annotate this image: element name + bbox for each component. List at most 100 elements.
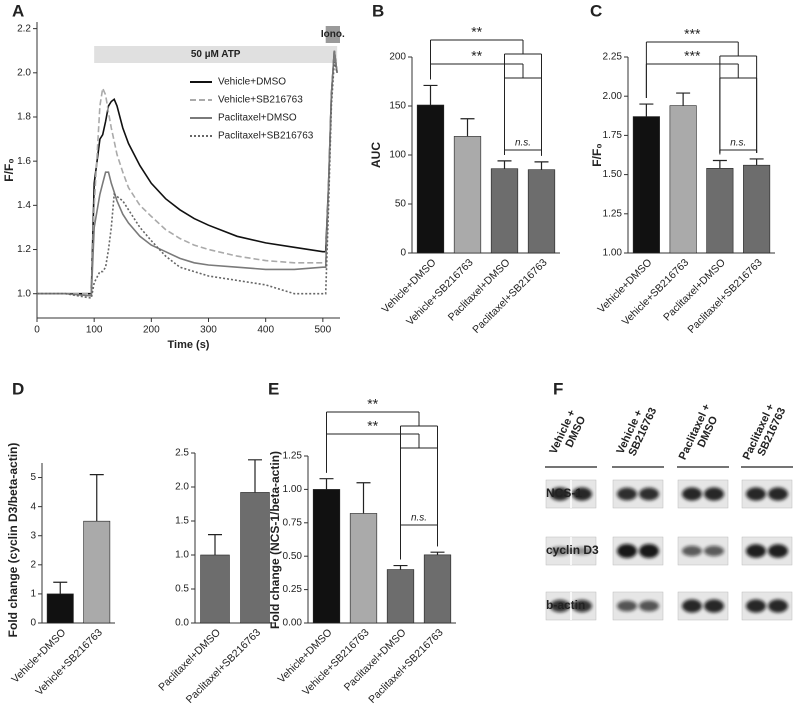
x-tick-label: Vehicle+SB216763	[300, 626, 372, 698]
blot-band	[746, 544, 766, 558]
bar	[453, 136, 482, 254]
significance-bracket	[719, 149, 758, 155]
legend-label: Paclitaxel+DMSO	[218, 113, 297, 124]
series-line	[37, 50, 338, 295]
bar	[743, 164, 771, 254]
blot-band	[639, 600, 659, 612]
y-tick-label: 3	[30, 530, 36, 541]
y-tick-label: 1.25	[283, 451, 303, 462]
panel-label: B	[372, 1, 384, 20]
y-axis-label: AUC	[369, 142, 383, 168]
bar	[706, 168, 734, 254]
error-bar	[208, 534, 222, 555]
y-tick-label: 2	[30, 559, 36, 570]
series-line	[37, 50, 338, 295]
y-tick-label: 200	[389, 52, 406, 63]
blot-band	[617, 544, 637, 558]
blot-band	[746, 487, 766, 501]
x-tick-label: 0	[34, 325, 40, 336]
panel-label: F	[553, 379, 563, 398]
panel-label: D	[12, 379, 24, 398]
y-tick-label: 1.5	[175, 516, 189, 527]
y-tick-label: 0.75	[283, 517, 303, 528]
significance-bracket	[645, 41, 758, 153]
y-tick-label: 2.5	[175, 448, 189, 459]
row-label: cyclin D3	[546, 543, 599, 557]
x-axis-label: Time (s)	[168, 339, 210, 351]
blot-band	[550, 599, 570, 613]
y-tick-label: 0.00	[283, 618, 303, 629]
x-tick-label: Vehicle+SB216763	[33, 626, 105, 698]
x-tick-label: 400	[257, 325, 274, 336]
y-tick-label: 1.0	[17, 288, 31, 299]
blot-band	[639, 544, 659, 558]
bar	[416, 104, 445, 254]
bar	[527, 169, 556, 254]
blot-band	[746, 599, 766, 613]
y-tick-label: 1.00	[603, 248, 623, 259]
significance-bracket	[326, 433, 438, 547]
blot-band	[617, 487, 637, 501]
y-tick-label: 0.25	[283, 584, 303, 595]
y-tick-label: 1.4	[17, 200, 31, 211]
x-tick-label: 300	[200, 325, 217, 336]
blot-band	[682, 487, 702, 501]
y-tick-label: 1.6	[17, 156, 31, 167]
stimulus-bar	[325, 26, 340, 43]
panel-label: E	[268, 379, 279, 398]
y-tick-label: 1.2	[17, 244, 31, 255]
error-bar	[319, 478, 334, 490]
x-tick-label: Vehicle+SB216763	[620, 256, 692, 328]
bar	[386, 569, 415, 624]
error-bar	[430, 551, 445, 555]
blot-band	[572, 547, 592, 555]
y-tick-label: 0.50	[283, 551, 303, 562]
y-tick-label: 150	[389, 101, 406, 112]
y-tick-label: 2.2	[17, 23, 31, 34]
bar	[240, 492, 270, 624]
y-axis-label: F/F₀	[590, 143, 604, 166]
y-tick-label: 1.0	[175, 550, 189, 561]
stimulus-bar	[94, 46, 338, 63]
bar	[312, 489, 341, 624]
row-label: b-actin	[546, 598, 585, 612]
y-tick-label: 5	[30, 472, 36, 483]
blot-band	[768, 544, 788, 558]
x-tick-label: Paclitaxel+SB216763	[366, 626, 445, 705]
bar	[632, 116, 660, 254]
significance-label: ***	[684, 48, 701, 64]
series-line	[37, 61, 338, 300]
bar	[83, 520, 111, 624]
legend-label: Vehicle+DMSO	[218, 77, 286, 88]
x-tick-label: Paclitaxel+DMSO	[661, 257, 728, 324]
blot-band	[682, 599, 702, 613]
significance-label: **	[471, 48, 482, 64]
error-bar	[393, 564, 408, 570]
y-tick-label: 0.5	[175, 584, 189, 595]
bar	[46, 593, 74, 624]
significance-label: **	[471, 24, 482, 40]
blot-band	[768, 599, 788, 613]
y-tick-label: 1.50	[603, 169, 623, 180]
significance-label: n.s.	[730, 138, 746, 149]
significance-label: **	[367, 396, 378, 412]
y-axis-label: Fold change (NCS-1/beta-actin)	[268, 451, 282, 629]
y-tick-label: 1.00	[283, 484, 303, 495]
bar	[669, 105, 697, 254]
blot-band	[704, 545, 724, 557]
significance-bracket	[504, 149, 542, 156]
y-tick-label: 2.25	[603, 52, 623, 63]
y-tick-label: 2.00	[603, 91, 623, 102]
blot-band	[550, 487, 570, 501]
error-bar	[712, 159, 727, 169]
y-tick-label: 0	[30, 618, 36, 629]
series-line	[37, 50, 338, 297]
error-bar	[497, 160, 512, 169]
bar	[200, 554, 230, 624]
blot-band	[572, 599, 592, 613]
error-bar	[248, 459, 262, 493]
bar	[490, 168, 519, 254]
y-tick-label: 2.0	[175, 482, 189, 493]
error-bar	[676, 92, 691, 106]
